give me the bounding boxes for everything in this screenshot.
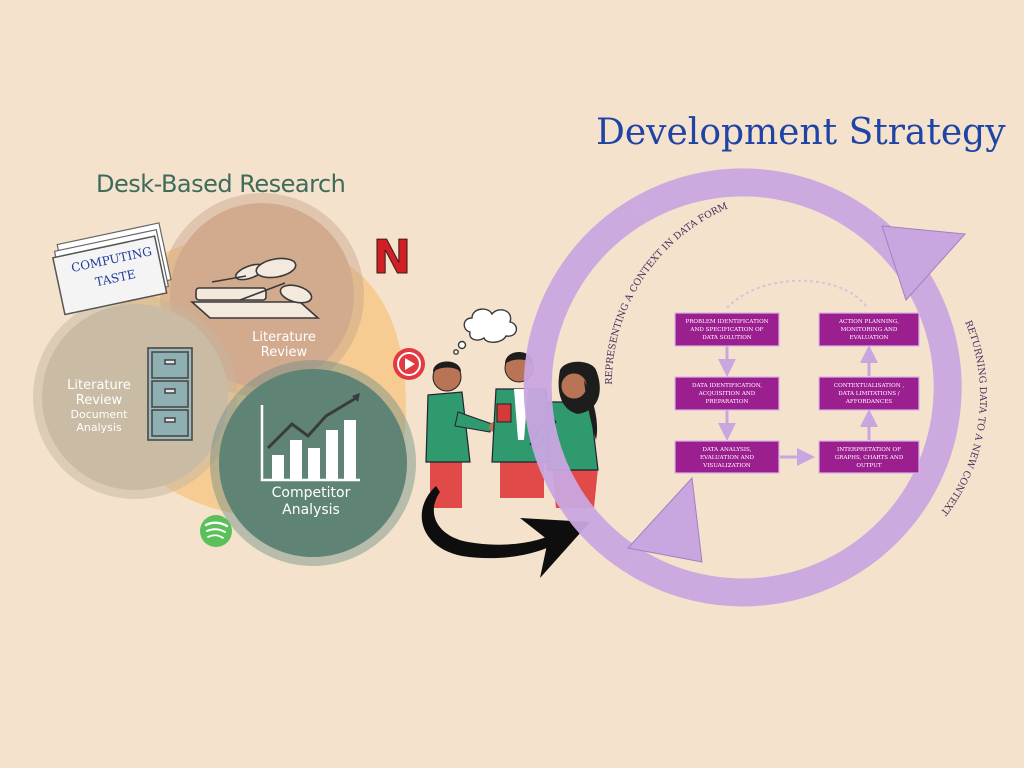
svg-text:DATA LIMITATIONS /: DATA LIMITATIONS / — [838, 391, 900, 397]
lit-review-top-line2: Review — [261, 345, 308, 360]
play-icon — [393, 348, 425, 380]
box-data-analysis: DATA ANALYSIS, EVALUATION AND VISUALIZAT… — [674, 440, 780, 474]
svg-text:ACTION PLANNING,: ACTION PLANNING, — [838, 319, 899, 325]
box-contextualisation: CONTEXTUALISATION , DATA LIMITATIONS / A… — [818, 376, 920, 411]
svg-text:N: N — [373, 230, 412, 284]
thought-cloud-icon — [453, 308, 517, 355]
svg-text:DATA ANALYSIS,: DATA ANALYSIS, — [703, 447, 752, 453]
svg-text:DATA SOLUTION: DATA SOLUTION — [702, 335, 752, 341]
literature-review-left-circle: Literature Review Document Analysis — [33, 295, 237, 499]
svg-text:GRAPHS, CHARTS AND: GRAPHS, CHARTS AND — [835, 455, 904, 461]
box-interpretation: INTERPRETATION OF GRAPHS, CHARTS AND OUT… — [818, 440, 920, 474]
swoosh-arrow-icon — [421, 486, 590, 578]
svg-text:PROBLEM IDENTIFICATION: PROBLEM IDENTIFICATION — [685, 319, 768, 325]
svg-text:MONITORING AND: MONITORING AND — [841, 327, 898, 333]
dashed-connector — [726, 279, 867, 309]
development-cycle: REPRESENTING A CONTEXT IN DATA FORM RETU… — [523, 168, 988, 607]
person-left — [425, 361, 499, 508]
svg-text:VISUALIZATION: VISUALIZATION — [702, 463, 751, 469]
cycle-ring-left — [523, 197, 648, 572]
box-data-identification: DATA IDENTIFICATION, ACQUISITION AND PRE… — [674, 376, 780, 411]
scrolls-icon — [189, 257, 321, 319]
box-problem-identification: PROBLEM IDENTIFICATION AND SPECIFICATION… — [674, 312, 780, 347]
svg-text:EVALUATION: EVALUATION — [850, 335, 889, 341]
growth-chart-icon — [260, 393, 360, 482]
file-cabinet-icon — [147, 347, 193, 441]
competitor-line1: Competitor — [272, 485, 351, 501]
svg-text:OUTPUT: OUTPUT — [856, 463, 881, 469]
lit-review-left-line4: Analysis — [76, 421, 122, 434]
svg-text:INTERPRETATION OF: INTERPRETATION OF — [837, 447, 901, 453]
svg-text:ACQUISITION AND: ACQUISITION AND — [698, 391, 756, 397]
cycle-arrowhead-top-right — [881, 225, 967, 301]
cycle-arrowhead-bottom-left — [627, 476, 703, 563]
desk-research-cluster: Literature Review Literature Review Docu… — [33, 193, 425, 566]
lit-review-top-line1: Literature — [252, 330, 316, 345]
development-strategy-title: Development Strategy — [596, 112, 1006, 153]
svg-text:DATA IDENTIFICATION,: DATA IDENTIFICATION, — [692, 383, 762, 389]
spotify-icon — [200, 515, 232, 547]
people-illustration — [421, 308, 600, 578]
svg-text:EVALUATION AND: EVALUATION AND — [700, 455, 755, 461]
lit-review-left-line3: Document — [71, 408, 129, 421]
svg-text:PREPARATION: PREPARATION — [706, 399, 749, 405]
svg-text:CONTEXTUALISATION ,: CONTEXTUALISATION , — [834, 383, 905, 389]
competitor-analysis-circle: Competitor Analysis — [210, 360, 416, 566]
lit-review-left-line2: Review — [76, 393, 123, 408]
box-action-planning: ACTION PLANNING, MONITORING AND EVALUATI… — [818, 312, 920, 347]
svg-text:AND SPECIFICATION OF: AND SPECIFICATION OF — [689, 327, 763, 333]
competitor-line2: Analysis — [282, 502, 340, 518]
cycle-ring-main — [624, 168, 962, 607]
computing-taste-book: COMPUTING TASTE — [51, 222, 172, 316]
netflix-logo: N — [372, 230, 412, 285]
desk-based-research-title: Desk-Based Research — [96, 170, 346, 198]
lit-review-left-line1: Literature — [67, 378, 131, 393]
svg-text:AFFORDANCES: AFFORDANCES — [845, 399, 892, 405]
